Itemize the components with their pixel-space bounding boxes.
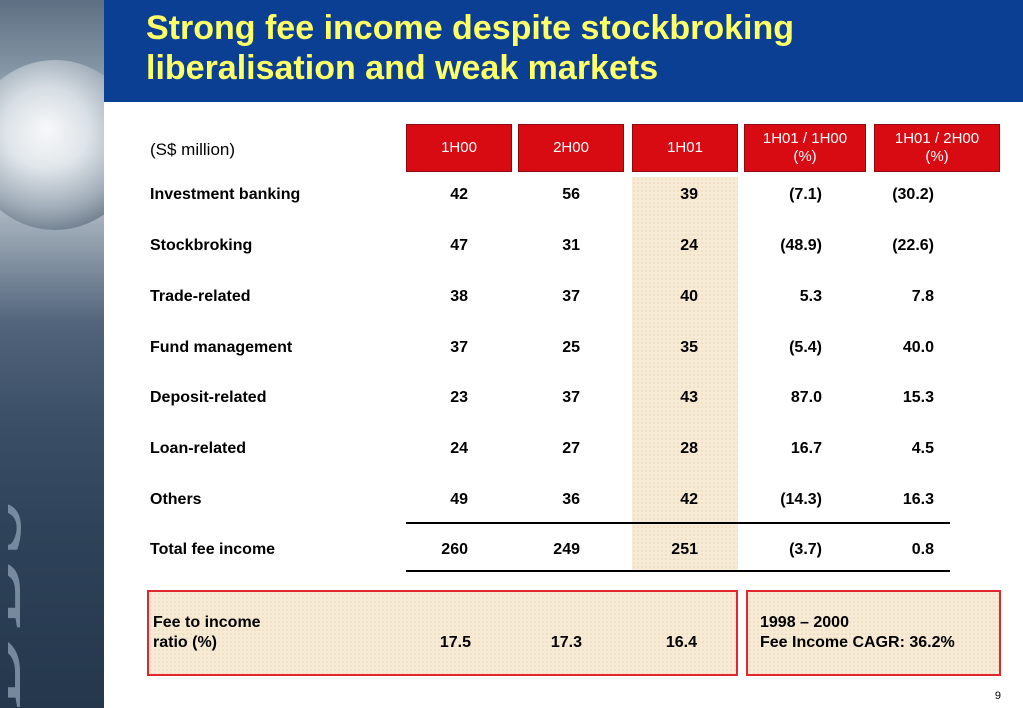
col-header-line1: 1H01 / 1H00 — [762, 130, 848, 147]
page-number: 9 — [994, 690, 1001, 702]
fee-ratio-box: Fee to income ratio (%) 17.5 17.3 16.4 — [147, 590, 738, 676]
col-header-line1: 2H00 — [553, 139, 589, 156]
cell-2h00: 27 — [562, 440, 580, 457]
col-header-line1: 1H00 — [441, 139, 477, 156]
cell-1h01: 40 — [680, 288, 698, 305]
col-header-line2: (%) — [925, 148, 949, 165]
side-decoration: DBS — [0, 0, 104, 708]
cell-1h01: 24 — [680, 237, 698, 254]
fee-ratio-label-line2: ratio (%) — [153, 634, 217, 651]
total-row: Total fee income 260 249 251 (3.7) 0.8 — [0, 541, 1023, 571]
cell-change-2h00: 7.8 — [911, 288, 934, 305]
row-label: Fund management — [150, 339, 293, 356]
cell-2h00: 56 — [562, 186, 580, 203]
cell-change-1h00: (48.9) — [780, 237, 822, 254]
cell-2h00: 249 — [553, 541, 580, 558]
cell-change-2h00: 0.8 — [911, 541, 934, 558]
row-label: Loan-related — [150, 440, 247, 457]
cell-2h00: 31 — [562, 237, 580, 254]
coin-image — [0, 60, 104, 230]
row-label: Total fee income — [150, 541, 276, 558]
col-header-1h00: 1H00 — [406, 124, 512, 172]
row-label: Trade-related — [150, 288, 251, 305]
col-header-1h01-vs-2h00: 1H01 / 2H00 (%) — [874, 124, 1000, 172]
cell-change-2h00: 40.0 — [902, 339, 934, 356]
col-header-1h01: 1H01 — [632, 124, 738, 172]
row-label: Stockbroking — [150, 237, 253, 254]
cell-2h00: 37 — [562, 288, 580, 305]
cell-1h00: 23 — [450, 389, 468, 406]
cagr-value: Fee Income CAGR: 36.2% — [760, 634, 955, 651]
title-bar — [104, 0, 1023, 102]
cell-1h01: 42 — [680, 491, 698, 508]
row-label: Deposit-related — [150, 389, 267, 406]
unit-label: (S$ million) — [150, 140, 236, 159]
row-label: Others — [150, 491, 202, 508]
cell-2h00: 37 — [562, 389, 580, 406]
cell-1h00: 42 — [450, 186, 468, 203]
cell-1h00: 37 — [450, 339, 468, 356]
row-label: Investment banking — [150, 186, 301, 203]
cell-1h01: 35 — [680, 339, 698, 356]
fee-ratio-2h00: 17.3 — [550, 634, 582, 651]
total-bottom-rule — [406, 570, 950, 572]
cell-change-2h00: (30.2) — [892, 186, 934, 203]
col-header-line1: 1H01 — [667, 139, 703, 156]
table-row: Fund management 37 25 35 (5.4) 40.0 — [0, 339, 1023, 369]
col-header-1h01-vs-1h00: 1H01 / 1H00 (%) — [744, 124, 866, 172]
table-row: Investment banking 42 56 39 (7.1) (30.2) — [0, 186, 1023, 216]
cell-1h00: 24 — [450, 440, 468, 457]
col-header-line1: 1H01 / 2H00 — [894, 130, 980, 147]
cell-change-2h00: 16.3 — [902, 491, 934, 508]
cell-change-2h00: 4.5 — [911, 440, 934, 457]
cell-1h01: 28 — [680, 440, 698, 457]
slide-title: Strong fee income despite stockbroking l… — [146, 9, 795, 87]
cell-1h00: 38 — [450, 288, 468, 305]
cell-1h01: 251 — [671, 541, 698, 558]
cagr-period: 1998 – 2000 — [760, 614, 849, 631]
table-row: Stockbroking 47 31 24 (48.9) (22.6) — [0, 237, 1023, 267]
col-header-2h00: 2H00 — [518, 124, 624, 172]
dbs-logo: DBS — [8, 496, 44, 708]
cell-change-1h00: (5.4) — [789, 339, 822, 356]
cell-change-1h00: (7.1) — [789, 186, 822, 203]
cell-change-1h00: 87.0 — [790, 389, 822, 406]
highlight-column-1h01 — [632, 177, 738, 570]
cell-1h01: 39 — [680, 186, 698, 203]
cell-1h01: 43 — [680, 389, 698, 406]
cell-2h00: 36 — [562, 491, 580, 508]
cell-1h00: 49 — [450, 491, 468, 508]
fee-ratio-1h01: 16.4 — [665, 634, 697, 651]
table-row: Others 49 36 42 (14.3) 16.3 — [0, 491, 1023, 521]
cell-change-2h00: 15.3 — [902, 389, 934, 406]
fee-ratio-label-line1: Fee to income — [153, 614, 261, 631]
fee-ratio-1h00: 17.5 — [439, 634, 471, 651]
cell-change-1h00: (14.3) — [780, 491, 822, 508]
cell-2h00: 25 — [562, 339, 580, 356]
cell-change-1h00: (3.7) — [789, 541, 822, 558]
cell-1h00: 260 — [441, 541, 468, 558]
cell-change-1h00: 5.3 — [799, 288, 822, 305]
cell-change-2h00: (22.6) — [892, 237, 934, 254]
total-top-rule — [406, 522, 950, 524]
col-header-line2: (%) — [793, 148, 817, 165]
cell-1h00: 47 — [450, 237, 468, 254]
cagr-box: 1998 – 2000 Fee Income CAGR: 36.2% — [746, 590, 1001, 676]
cell-change-1h00: 16.7 — [790, 440, 822, 457]
svg-text:DBS: DBS — [8, 496, 44, 708]
table-row: Trade-related 38 37 40 5.3 7.8 — [0, 288, 1023, 318]
table-row: Deposit-related 23 37 43 87.0 15.3 — [0, 389, 1023, 419]
table-row: Loan-related 24 27 28 16.7 4.5 — [0, 440, 1023, 470]
